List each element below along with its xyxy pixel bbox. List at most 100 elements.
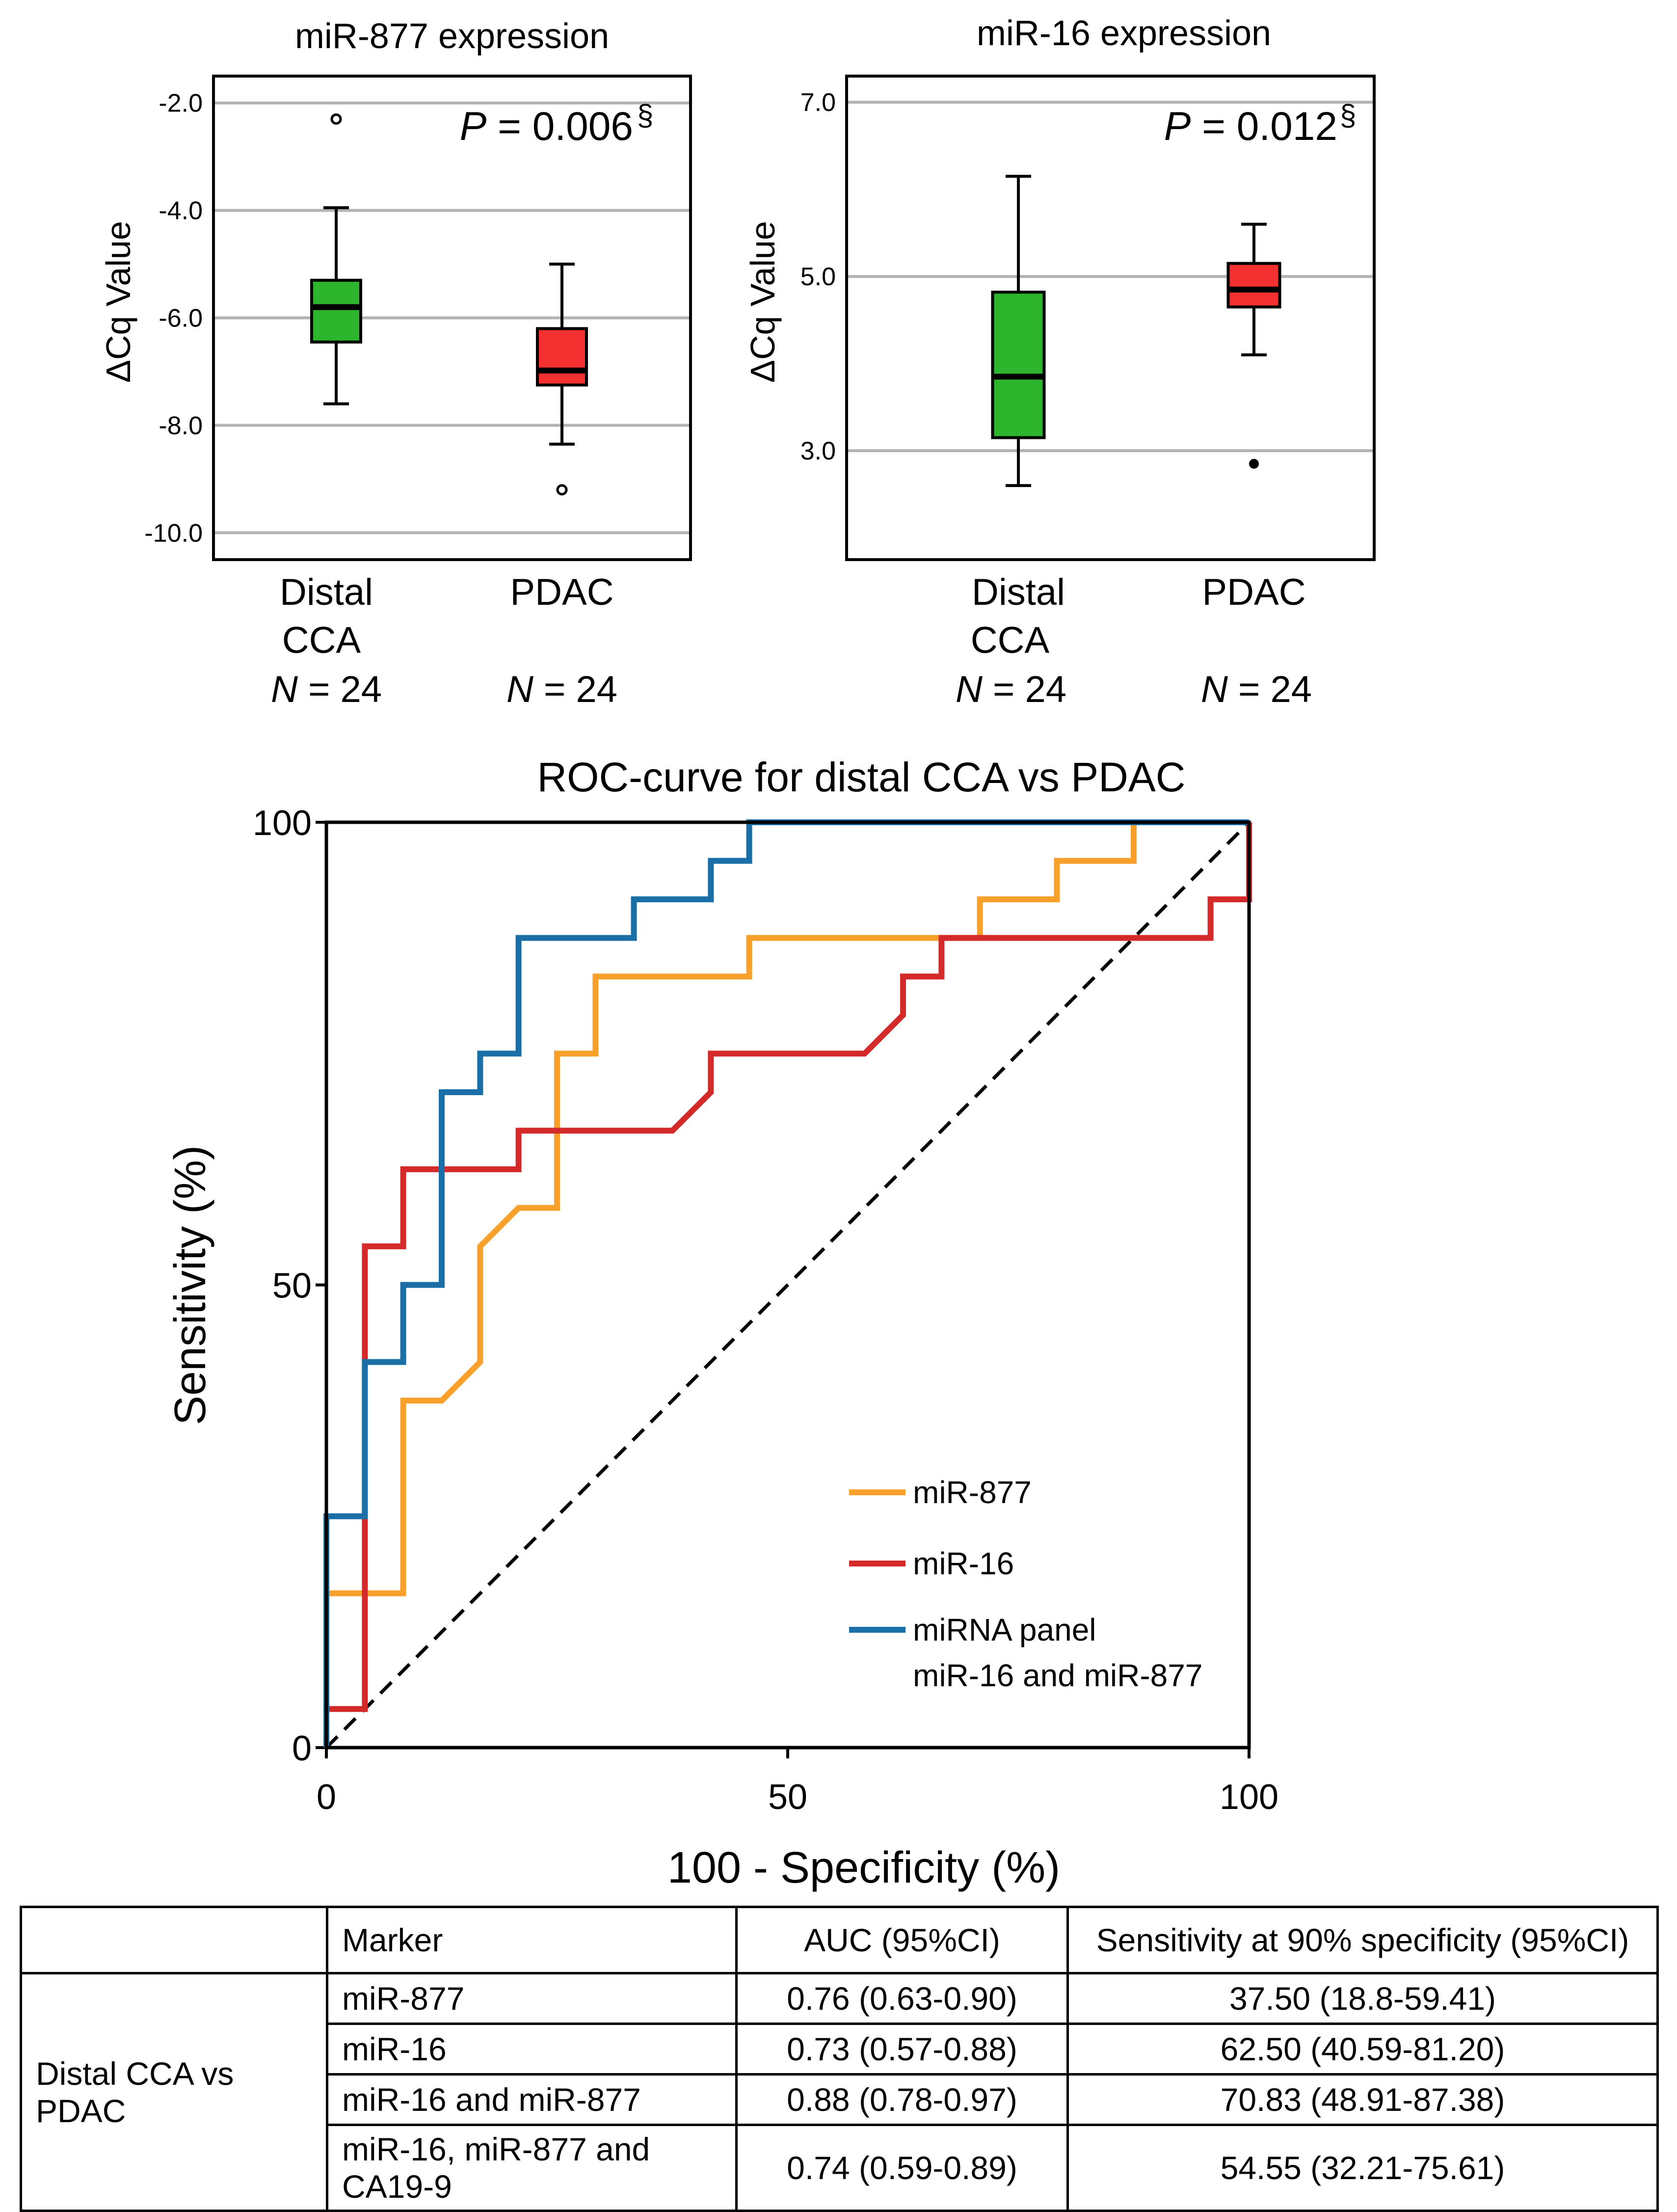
roc-legend: miR-877 miR-16 miRNA panel miR-16 and miR-8… [849, 1475, 1202, 1693]
stats-table: Marker AUC (95%CI) Sensitivity at 90% sp… [20, 1906, 1659, 2212]
table-cell-marker: miR-877 [326, 1972, 738, 2025]
table-cell-sensitivity: 62.50 (40.59-81.20) [1066, 2023, 1659, 2076]
box [991, 291, 1046, 439]
legend-item-1: miR-16 [849, 1546, 1014, 1581]
group-label-1: PDAC N = 24 [1201, 571, 1312, 710]
group-n: N = 24 [1201, 669, 1312, 710]
plot-frame [845, 75, 1376, 561]
group-n: N = 24 [271, 669, 382, 710]
marker-line1: miR-16, miR-877 and [342, 2131, 650, 2167]
y-tick-label: 7.0 [800, 88, 836, 117]
y-tick-label: 50 [272, 1267, 312, 1306]
marker-line2: CA19-9 [342, 2168, 452, 2205]
roc-y-axis-label: Sensitivity (%) [166, 1145, 215, 1425]
box-group-0 [991, 175, 1046, 487]
box-panel-mir16: miR-16 expression ΔCq Value 7.0 5.0 3.0 P … [744, 14, 1376, 710]
y-tick-label: -2.0 [159, 89, 203, 118]
box [310, 278, 362, 344]
table-row: miR-16 and miR-877 0.88 (0.78-0.97) 70.8… [21, 2073, 1659, 2126]
y-tick-label: 0 [292, 1729, 312, 1768]
legend-item-2: miRNA panel miR-16 and miR-877 [849, 1612, 1202, 1693]
n-symbol: N [271, 669, 298, 710]
y-tick-label: -8.0 [159, 411, 203, 440]
x-tick-label: 0 [317, 1778, 336, 1817]
table-cell-auc: 0.73 (0.57-0.88) [735, 2023, 1069, 2076]
group-label-0: Distal CCA N = 24 [956, 571, 1066, 710]
y-tick-label: -10.0 [144, 519, 203, 547]
legend-item-0: miR-877 [849, 1475, 1032, 1510]
roc-chart: ROC-curve for distal CCA vs PDAC 100 - S… [166, 754, 1278, 1892]
y-tick-label: 100 [253, 804, 312, 843]
x-tick-label: 50 [768, 1778, 807, 1817]
n-symbol: N [506, 669, 533, 710]
group-n: N = 24 [956, 669, 1066, 710]
box-panel-mir877: miR-877 expression ΔCq Value -2.0 -4.0 -6.… [99, 17, 692, 710]
y-tick-label: -4.0 [159, 197, 203, 225]
table-row: miR-16 0.73 (0.57-0.88) 62.50 (40.59-81.… [21, 2023, 1659, 2076]
box-panel-title: miR-16 expression [977, 14, 1271, 53]
roc-series-2 [323, 819, 1249, 1748]
roc-series-1 [326, 822, 1252, 1712]
table-header-sensitivity: Sensitivity at 90% specificity (95%CI) [1066, 1906, 1659, 1974]
y-tick-label: 5.0 [800, 263, 836, 291]
n-value: = 24 [533, 669, 617, 710]
n-value: = 24 [298, 669, 382, 710]
y-tick-label: -6.0 [159, 304, 203, 333]
legend-label: miR-16 [913, 1546, 1014, 1581]
group-label-line1: PDAC [1202, 571, 1305, 613]
roc-plot-frame [324, 820, 1251, 1750]
outlier [330, 113, 342, 125]
table-cell-sensitivity: 54.55 (32.21-75.61) [1066, 2124, 1659, 2212]
y-axis-label: ΔCq Value [99, 221, 137, 383]
roc-title: ROC-curve for distal CCA vs PDAC [537, 754, 1186, 800]
plot-frame [212, 75, 692, 561]
roc-x-axis-label: 100 - Specificity (%) [667, 1843, 1060, 1892]
table-cell-sensitivity: 70.83 (48.91-87.38) [1066, 2073, 1659, 2126]
box [536, 327, 588, 387]
n-value: = 24 [1228, 669, 1312, 710]
outlier [1249, 459, 1259, 469]
y-tick-label: 3.0 [800, 437, 836, 465]
box [1226, 262, 1281, 309]
group-n: N = 24 [506, 669, 617, 710]
table-cell-marker: miR-16 and miR-877 [326, 2073, 738, 2126]
section-mark: § [637, 99, 653, 132]
group-label-line2: PDAC [36, 2092, 126, 2129]
table-group-label: Distal CCA vs PDAC [20, 1972, 328, 2212]
p-value: = 0.012 [1191, 104, 1337, 149]
box-group-1 [1226, 222, 1281, 469]
table-header-marker: Marker [326, 1906, 738, 1974]
legend-label: miRNA panel [913, 1612, 1096, 1647]
x-tick-label: 100 [1220, 1778, 1278, 1817]
roc-series-0 [326, 822, 1137, 1596]
p-value: = 0.006 [486, 104, 633, 149]
table-cell-marker: miR-16, miR-877 and CA19-9 [326, 2124, 738, 2212]
p-value-annotation: P = 0.006 [460, 104, 633, 149]
outlier [556, 484, 568, 496]
section-mark: § [1340, 99, 1356, 132]
box-group-0 [310, 113, 362, 405]
group-label-line1: Distal CCA vs [36, 2055, 234, 2092]
table-cell-sensitivity: 37.50 (18.8-59.41) [1066, 1972, 1659, 2025]
table-header-row: Marker AUC (95%CI) Sensitivity at 90% sp… [20, 1906, 1659, 1974]
legend-label-line2: miR-16 and miR-877 [913, 1658, 1202, 1693]
p-symbol: P [1164, 104, 1191, 149]
table-cell-auc: 0.74 (0.59-0.89) [735, 2124, 1069, 2212]
group-label-line1: Distal [972, 571, 1065, 613]
table-header-empty [20, 1906, 328, 1974]
table-row: Distal CCA vs PDAC miR-877 0.76 (0.63-0.9… [20, 1972, 1659, 2212]
y-axis-label: ΔCq Value [744, 221, 782, 383]
group-label-line2: CCA [971, 620, 1050, 661]
legend-label: miR-877 [913, 1475, 1032, 1510]
group-label-0: Distal CCA N = 24 [271, 571, 382, 710]
group-label-line1: PDAC [510, 571, 613, 613]
table-row: miR-16, miR-877 and CA19-9 0.74 (0.59-0.8… [21, 2124, 1659, 2212]
p-value-annotation: P = 0.012 [1164, 104, 1337, 149]
box-group-1 [536, 263, 588, 496]
group-label-line1: Distal [280, 571, 373, 613]
n-symbol: N [1201, 669, 1228, 710]
box-panel-title: miR-877 expression [295, 17, 609, 56]
reference-diagonal [325, 821, 1251, 1749]
group-label-line2: CCA [282, 620, 361, 661]
n-value: = 24 [983, 669, 1066, 710]
